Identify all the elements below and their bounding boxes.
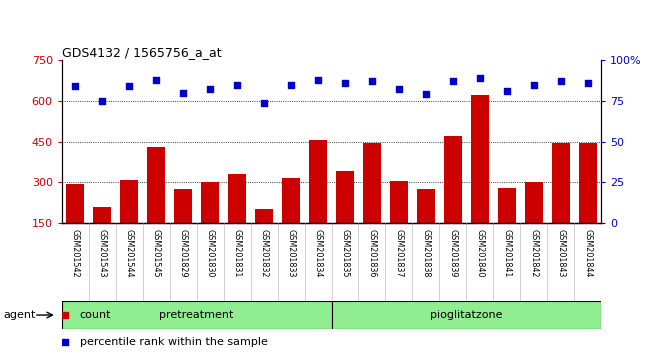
Text: GSM201545: GSM201545 [151, 229, 161, 278]
Text: GSM201830: GSM201830 [205, 229, 214, 278]
Bar [148, 147, 165, 223]
Text: GSM201837: GSM201837 [395, 229, 404, 278]
Point [151, 77, 161, 82]
Text: GSM201835: GSM201835 [341, 229, 350, 278]
Text: GSM201841: GSM201841 [502, 229, 512, 278]
Text: GSM201836: GSM201836 [367, 229, 376, 278]
Text: GSM201829: GSM201829 [179, 229, 188, 278]
Bar [498, 188, 515, 223]
Text: GSM201834: GSM201834 [313, 229, 322, 278]
Point [248, 242, 258, 247]
Text: GSM201543: GSM201543 [98, 229, 107, 278]
Bar [309, 140, 327, 223]
Text: agent: agent [3, 310, 36, 320]
Point [394, 87, 404, 92]
Bar [444, 136, 462, 223]
Bar [332, 301, 601, 329]
Bar [390, 181, 408, 223]
Point [502, 88, 512, 94]
Point [421, 92, 431, 97]
Point [556, 79, 566, 84]
Point [474, 75, 485, 81]
Bar [255, 210, 273, 223]
Text: percentile rank within the sample: percentile rank within the sample [79, 337, 267, 347]
Point [448, 79, 458, 84]
Text: GSM201544: GSM201544 [125, 229, 134, 278]
Bar [202, 182, 219, 223]
Bar [525, 182, 543, 223]
Point [70, 84, 81, 89]
Point [528, 82, 539, 87]
Bar [363, 143, 381, 223]
Text: GSM201831: GSM201831 [233, 229, 242, 278]
Point [286, 82, 296, 87]
Bar [471, 96, 489, 223]
Text: GSM201838: GSM201838 [421, 229, 430, 278]
Bar [336, 171, 354, 223]
Bar [66, 184, 84, 223]
Point [97, 98, 107, 104]
Text: GDS4132 / 1565756_a_at: GDS4132 / 1565756_a_at [62, 46, 222, 59]
Bar [94, 207, 111, 223]
Text: GSM201833: GSM201833 [287, 229, 296, 278]
Point [248, 0, 258, 4]
Point [259, 100, 269, 105]
Text: GSM201832: GSM201832 [259, 229, 268, 278]
Text: GSM201839: GSM201839 [448, 229, 458, 278]
Point [313, 77, 323, 82]
Bar [174, 189, 192, 223]
Point [340, 80, 350, 86]
Point [124, 84, 135, 89]
Text: pioglitatzone: pioglitatzone [430, 310, 502, 320]
Point [205, 87, 215, 92]
Point [582, 80, 593, 86]
Bar [62, 301, 332, 329]
Bar [579, 143, 597, 223]
Text: GSM201542: GSM201542 [71, 229, 80, 278]
Bar [282, 178, 300, 223]
Text: GSM201842: GSM201842 [529, 229, 538, 278]
Point [232, 82, 242, 87]
Point [178, 90, 188, 96]
Text: GSM201844: GSM201844 [583, 229, 592, 278]
Text: GSM201843: GSM201843 [556, 229, 566, 278]
Bar [552, 143, 569, 223]
Text: count: count [79, 310, 111, 320]
Text: pretreatment: pretreatment [159, 310, 234, 320]
Bar [120, 179, 138, 223]
Text: GSM201840: GSM201840 [475, 229, 484, 278]
Bar [228, 174, 246, 223]
Point [367, 79, 377, 84]
Bar [417, 189, 435, 223]
